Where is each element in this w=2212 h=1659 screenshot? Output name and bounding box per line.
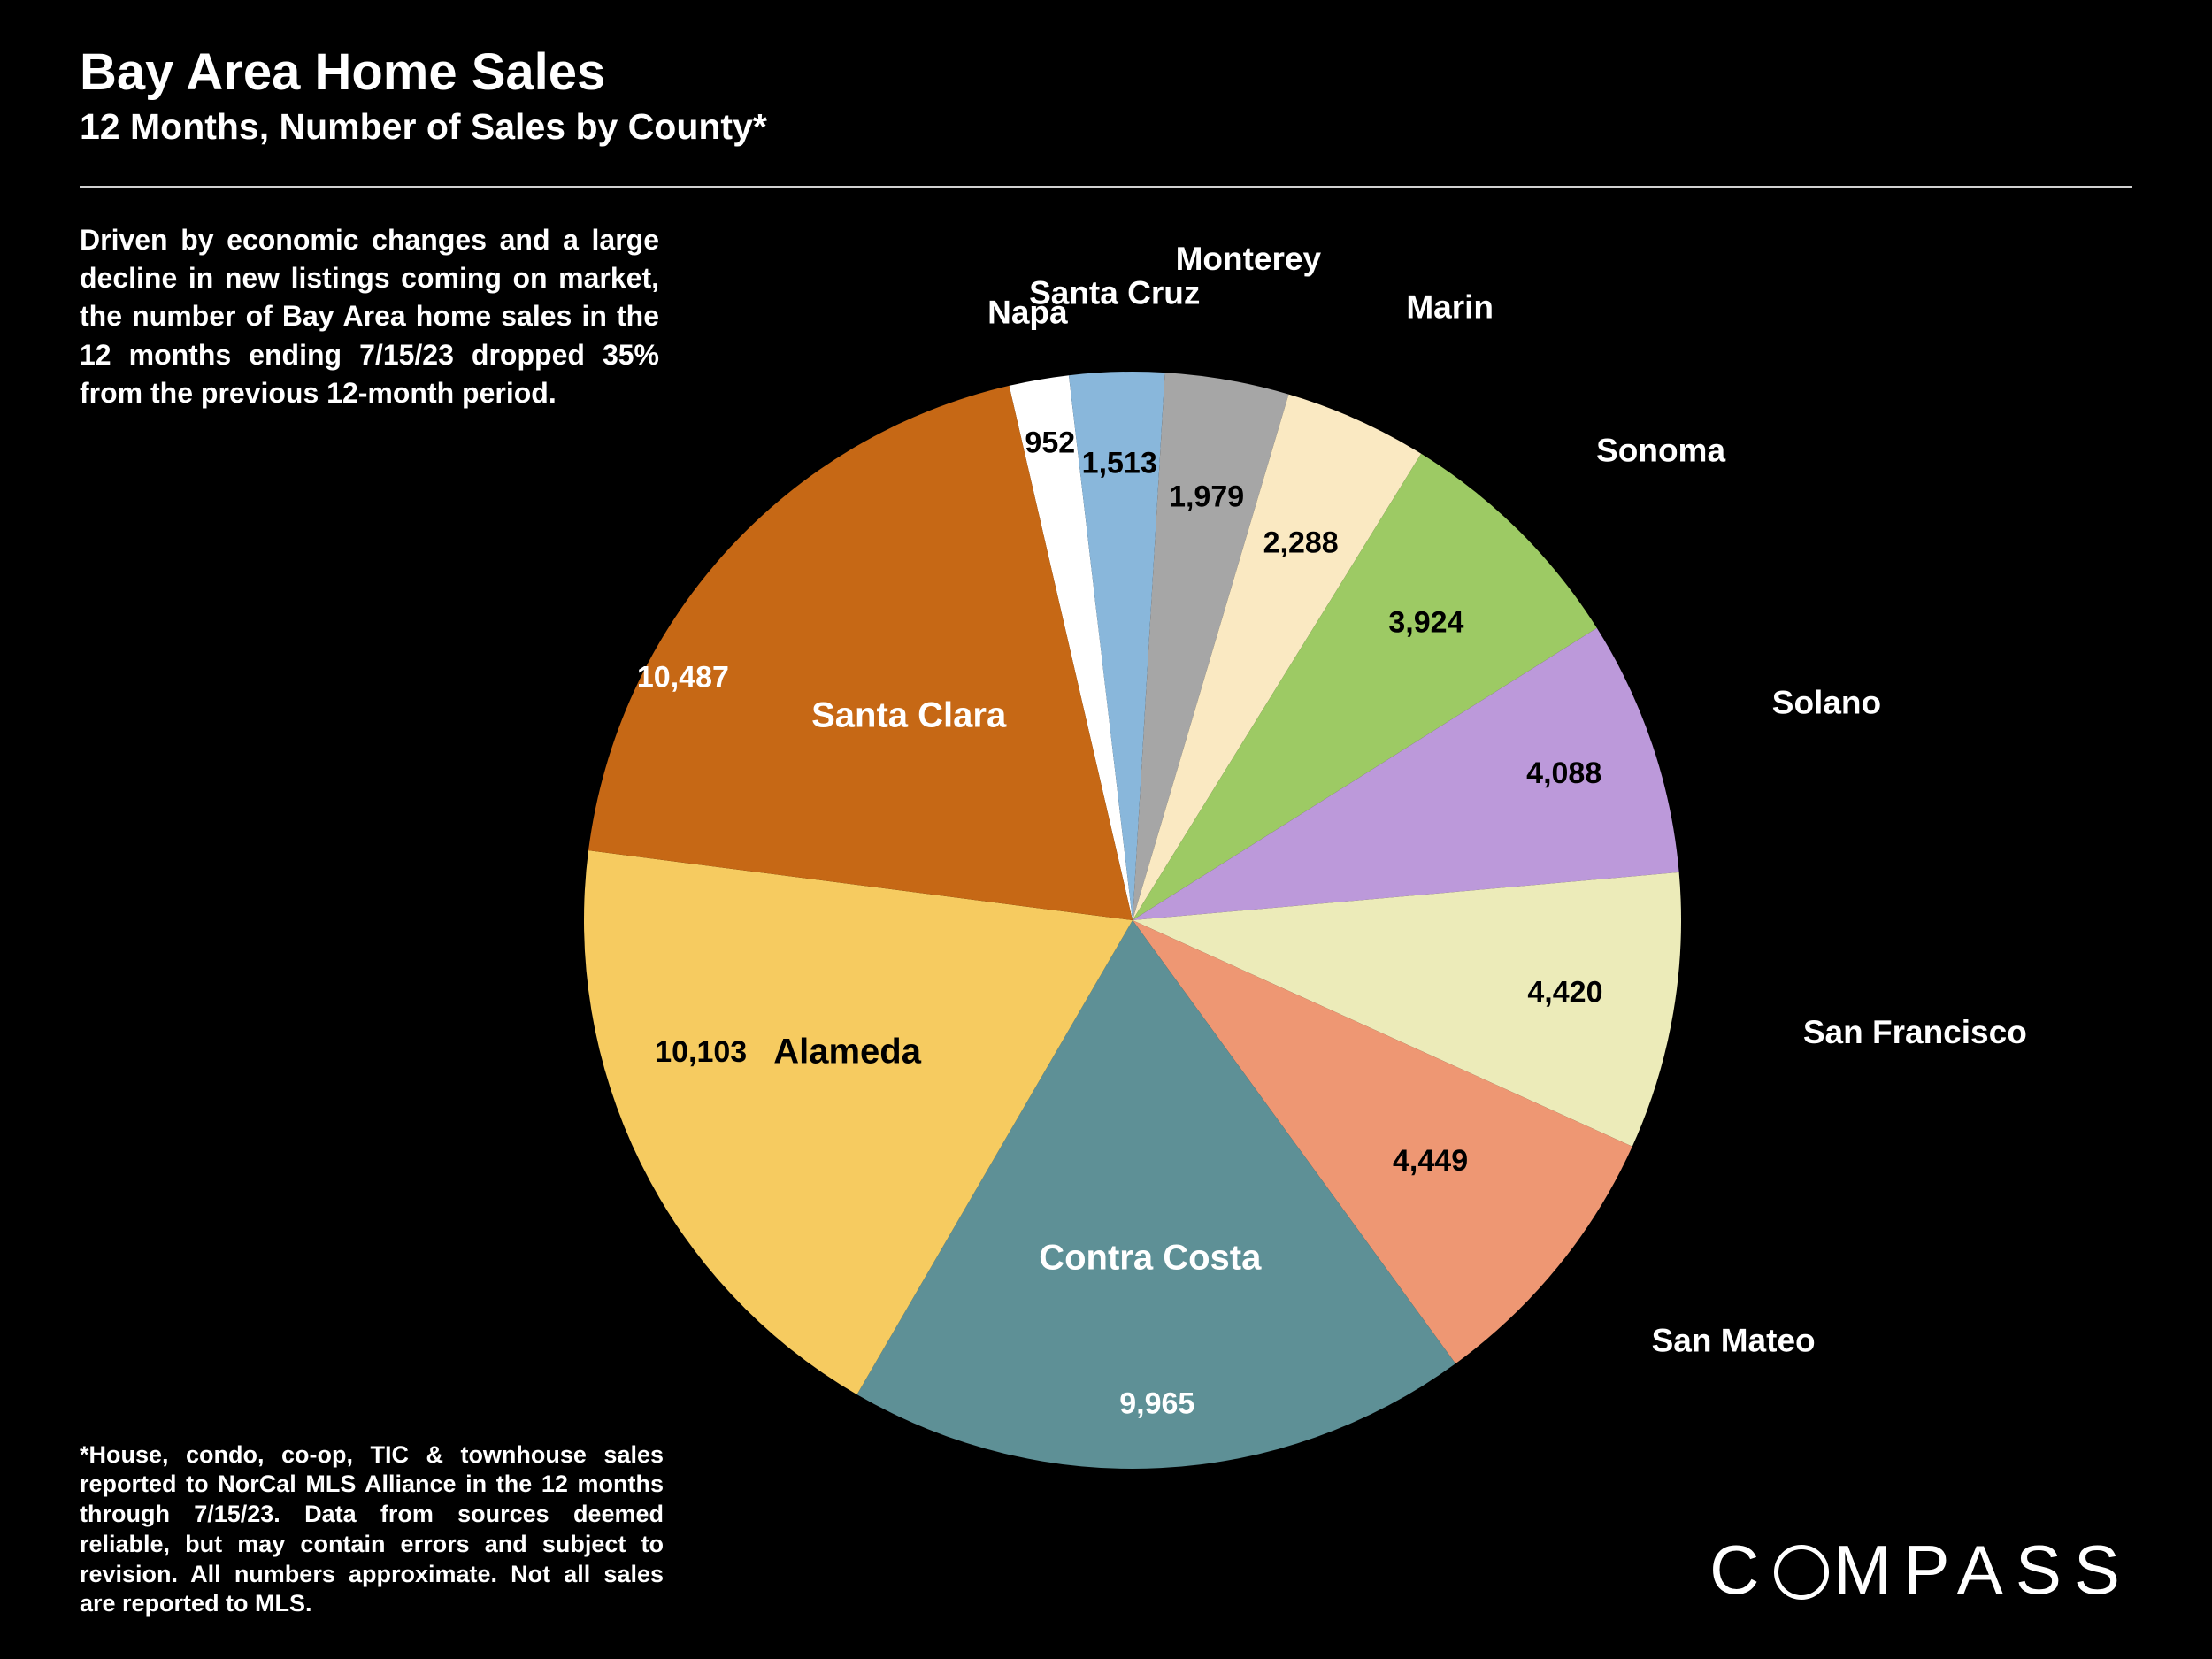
slice-name: San Mateo <box>1652 1322 1816 1358</box>
header-divider <box>80 186 2132 188</box>
slice-value: 1,979 <box>1169 480 1244 514</box>
slice-name: Alameda <box>773 1032 921 1071</box>
pie-chart: 952Napa1,513Santa Cruz1,979Monterey2,288… <box>425 212 1840 1628</box>
page-subtitle: 12 Months, Number of Sales by County* <box>80 106 2132 148</box>
page-title: Bay Area Home Sales <box>80 44 2132 101</box>
slice-name: Solano <box>1772 685 1881 721</box>
slice-name: Santa Clara <box>811 696 1007 735</box>
slice-value: 3,924 <box>1388 606 1463 640</box>
slice-value: 4,420 <box>1527 975 1602 1009</box>
slice-value: 2,288 <box>1263 526 1339 560</box>
slice-value: 4,088 <box>1526 757 1601 790</box>
slice-name: Monterey <box>1176 241 1322 277</box>
slice-name: Santa Cruz <box>1029 274 1200 311</box>
slice-value: 4,449 <box>1393 1144 1468 1178</box>
slice-name: Marin <box>1406 289 1494 326</box>
slice-name: Contra Costa <box>1039 1238 1262 1277</box>
slice-value: 1,513 <box>1082 447 1157 480</box>
brand-logo: CMPASS <box>1709 1530 2132 1610</box>
slice-value: 10,103 <box>655 1035 747 1069</box>
slice-value: 952 <box>1025 426 1075 459</box>
slice-value: 9,965 <box>1119 1387 1194 1421</box>
footnote-text: *House, condo, co-op, TIC & townhouse sa… <box>80 1440 664 1620</box>
slice-value: 10,487 <box>637 660 729 694</box>
compass-o-icon <box>1774 1545 1829 1600</box>
slice-name: Sonoma <box>1596 433 1725 469</box>
slice-name: San Francisco <box>1803 1014 2027 1050</box>
